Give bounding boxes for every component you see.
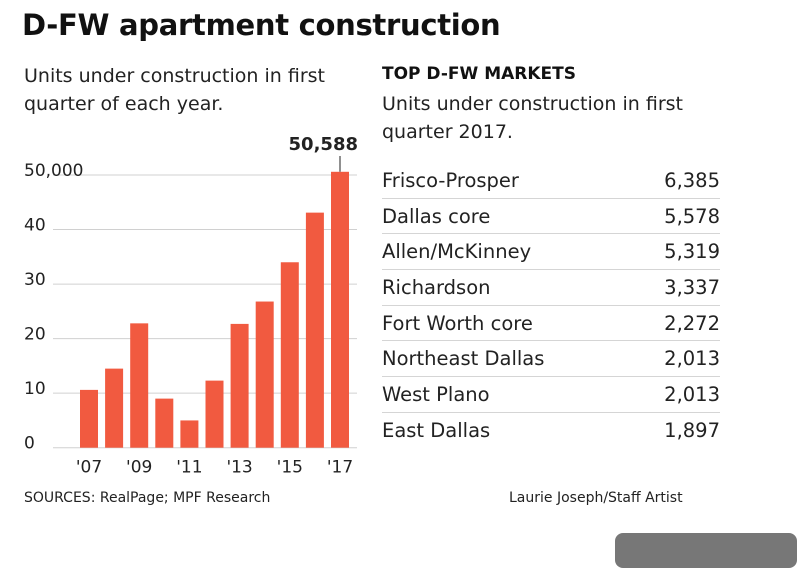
bar-2012 bbox=[205, 380, 224, 448]
artist-credit: Laurie Joseph/Staff Artist bbox=[509, 490, 683, 506]
market-name: West Plano bbox=[382, 382, 490, 406]
market-value: 5,319 bbox=[664, 240, 720, 264]
y-tick-label: 40 bbox=[24, 216, 46, 236]
market-name: Frisco-Prosper bbox=[382, 168, 519, 192]
bar-2017 bbox=[331, 171, 349, 448]
market-name: Northeast Dallas bbox=[382, 347, 545, 371]
y-tick-label: 10 bbox=[24, 379, 46, 399]
market-row: Fort Worth core 2,272 bbox=[382, 306, 720, 342]
market-name: Richardson bbox=[382, 275, 491, 299]
market-value: 1,897 bbox=[664, 419, 720, 443]
sources-note: SOURCES: RealPage; MPF Research bbox=[24, 490, 271, 506]
bar-chart: 0 10 20 30 40 50,000 '07 '09 '11 '13 '15 '17 50,588 bbox=[24, 134, 358, 478]
watermark-logo bbox=[615, 533, 797, 568]
bar-2016 bbox=[305, 212, 324, 448]
market-value: 5,578 bbox=[664, 204, 720, 228]
y-tick-label: 30 bbox=[24, 270, 46, 290]
bar-2008 bbox=[105, 368, 124, 448]
market-row: Dallas core 5,578 bbox=[382, 199, 720, 235]
markets-subheading: Units under construction in first quarte… bbox=[382, 93, 683, 143]
market-name: Fort Worth core bbox=[382, 311, 533, 335]
y-tick-label: 20 bbox=[24, 325, 46, 345]
market-row: East Dallas 1,897 bbox=[382, 413, 720, 449]
bar-2007 bbox=[80, 389, 98, 448]
chart-subtitle: Units under construction in first quarte… bbox=[24, 65, 325, 115]
x-tick-label: '17 bbox=[327, 458, 353, 478]
bar-2011 bbox=[180, 420, 199, 448]
x-tick-label: '11 bbox=[176, 458, 202, 478]
y-tick-label: 50,000 bbox=[24, 161, 83, 181]
market-row: Northeast Dallas 2,013 bbox=[382, 341, 720, 378]
bar-2015 bbox=[280, 262, 299, 448]
market-value: 2,272 bbox=[664, 311, 720, 335]
y-tick-label: 0 bbox=[24, 434, 35, 454]
markets-heading: TOP D-FW MARKETS bbox=[382, 64, 576, 84]
market-value: 6,385 bbox=[664, 168, 720, 192]
x-tick-label: '07 bbox=[76, 458, 102, 478]
x-tick-label: '15 bbox=[277, 458, 303, 478]
bar-2013 bbox=[230, 323, 249, 448]
bar-2009 bbox=[130, 323, 149, 448]
x-tick-label: '13 bbox=[226, 458, 252, 478]
annotation-label: 50,588 bbox=[289, 134, 358, 155]
bar-2010 bbox=[155, 398, 174, 448]
market-value: 3,337 bbox=[664, 275, 720, 299]
market-row: Richardson 3,337 bbox=[382, 270, 720, 306]
market-name: Allen/McKinney bbox=[382, 240, 532, 264]
market-name: East Dallas bbox=[382, 419, 491, 443]
market-row: West Plano 2,013 bbox=[382, 377, 720, 413]
chart-title: D-FW apartment construction bbox=[22, 8, 501, 42]
x-tick-label: '09 bbox=[126, 458, 152, 478]
bar-2014 bbox=[255, 301, 274, 448]
market-value: 2,013 bbox=[664, 347, 720, 371]
market-name: Dallas core bbox=[382, 204, 491, 228]
market-row: Frisco-Prosper 6,385 bbox=[382, 163, 720, 199]
market-row: Allen/McKinney 5,319 bbox=[382, 234, 720, 271]
market-value: 2,013 bbox=[664, 382, 720, 406]
markets-table: Frisco-Prosper 6,385 Dallas core 5,578 Allen… bbox=[382, 163, 720, 449]
